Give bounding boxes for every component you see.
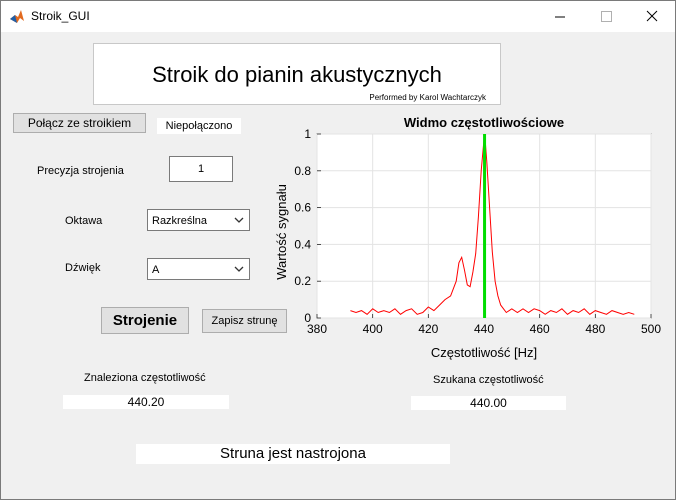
x-tick-label: 440	[474, 322, 494, 336]
tune-button[interactable]: Strojenie	[101, 307, 189, 334]
y-axis-label: Wartość sygnału	[274, 184, 289, 280]
window-title: Stroik_GUI	[31, 9, 90, 23]
found-frequency-label: Znaleziona częstotliwość	[84, 372, 206, 384]
precision-label: Precyzja strojenia	[37, 165, 124, 177]
spectrum-chart: Widmo częstotliwościowe 380 400 420 440 460 4…	[274, 115, 661, 360]
y-tick-label: 0	[304, 311, 311, 325]
x-tick-label: 500	[641, 322, 661, 336]
close-icon	[646, 10, 658, 22]
x-tick-label: 400	[363, 322, 383, 336]
matlab-icon	[10, 10, 24, 23]
chevron-down-icon	[234, 266, 244, 272]
target-frequency-label: Szukana częstotliwość	[433, 374, 544, 386]
header-panel: Stroik do pianin akustycznych Performed …	[93, 43, 501, 105]
maximize-icon	[601, 11, 612, 22]
found-frequency-value: 440.20	[63, 395, 229, 409]
octave-select[interactable]: Razkreślna	[147, 209, 250, 231]
note-selected: A	[152, 264, 160, 276]
target-frequency-value: 440.00	[411, 396, 566, 410]
minimize-icon	[555, 16, 565, 18]
close-button[interactable]	[629, 1, 675, 32]
connection-status: Niepołączono	[157, 118, 241, 134]
x-tick-label: 460	[530, 322, 550, 336]
tuning-status-message: Struna jest nastrojona	[136, 444, 450, 464]
y-tick-label: 0.8	[294, 164, 311, 178]
x-tick-label: 420	[418, 322, 438, 336]
note-select[interactable]: A	[147, 258, 250, 280]
x-axis-ticks: 380 400 420 440 460 480 500	[307, 314, 661, 336]
x-tick-label: 480	[585, 322, 605, 336]
credit-text: Performed by Karol Wachtarczyk	[369, 93, 486, 102]
y-tick-label: 0.4	[294, 237, 311, 251]
chevron-down-icon	[234, 217, 244, 223]
y-tick-label: 0.6	[294, 201, 311, 215]
y-axis-ticks: 0 0.2 0.4 0.6 0.8 1	[294, 127, 321, 325]
chart-title: Widmo częstotliwościowe	[404, 115, 564, 130]
minimize-button[interactable]	[537, 1, 583, 32]
octave-label: Oktawa	[65, 215, 103, 227]
x-axis-label: Częstotliwość [Hz]	[431, 345, 537, 360]
note-label: Dźwięk	[65, 262, 101, 274]
save-string-button[interactable]: Zapisz strunę	[202, 309, 287, 333]
y-tick-label: 1	[304, 127, 311, 141]
maximize-button[interactable]	[583, 1, 629, 32]
y-tick-label: 0.2	[294, 274, 311, 288]
precision-input[interactable]: 1	[169, 156, 233, 182]
octave-selected: Razkreślna	[152, 215, 208, 227]
spectrum-series-line	[350, 139, 635, 315]
app-title: Stroik do pianin akustycznych	[152, 62, 442, 87]
x-tick-label: 380	[307, 322, 327, 336]
connect-button[interactable]: Połącz ze stroikiem	[13, 113, 146, 133]
title-bar: Stroik_GUI	[1, 1, 675, 32]
